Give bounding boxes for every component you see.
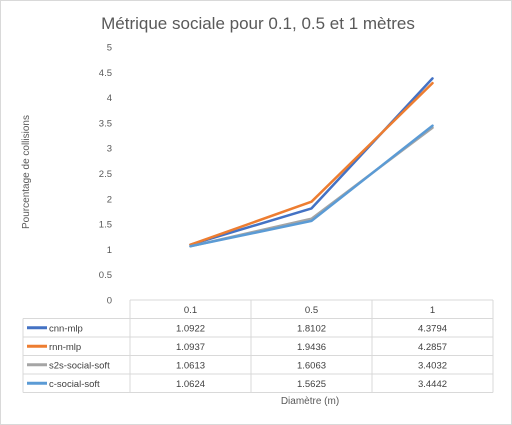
y-tick-label: 2.5 [99,169,112,180]
table-cell: 1.0937 [176,342,205,353]
legend-label: c-social-soft [49,379,100,390]
x-category-label: 1 [430,305,435,316]
table-cell: 1.0613 [176,360,205,371]
table-cell: 1.9436 [297,342,326,353]
y-axis-label: Pourcentage de collisions [21,115,32,229]
y-tick-label: 1 [107,245,112,256]
series-line-rnn-mlp [189,81,434,246]
series-line-s2s-social-soft [189,126,434,248]
y-tick-label: 0 [107,296,112,307]
table-cell: 1.0624 [176,379,205,390]
series-lines [189,77,434,248]
y-tick-label: 2 [107,194,112,205]
table-cell: 1.6063 [297,360,326,371]
table-cell: 1.5625 [297,379,326,390]
table-cell: 4.2857 [418,342,447,353]
legend-label: s2s-social-soft [49,360,110,371]
chart-title: Métrique sociale pour 0.1, 0.5 et 1 mètr… [101,14,415,33]
x-category-label: 0.1 [184,305,197,316]
x-category-label: 0.5 [305,305,318,316]
y-tick-label: 1.5 [99,220,112,231]
y-tick-label: 3 [107,144,112,155]
y-tick-label: 3.5 [99,118,112,129]
y-tick-label: 4.5 [99,68,112,79]
table-cell: 1.0922 [176,323,205,334]
table-cell: 1.8102 [297,323,326,334]
table-cell: 3.4442 [418,379,447,390]
table-cell: 3.4032 [418,360,447,371]
y-tick-label: 5 [107,43,112,54]
x-axis-label: Diamètre (m) [281,396,339,407]
legend-label: cnn-mlp [49,323,83,334]
data-table: 0.1 0.5 1 cnn-mlp 1.0922 1.8102 4.3794 rnn-mlp 1… [22,299,494,393]
table-cell: 4.3794 [418,323,447,334]
series-line-c-social-soft [189,124,434,248]
y-tick-label: 4 [107,93,112,104]
y-tick-label: 0.5 [99,270,112,281]
y-axis-ticks: 0 0.5 1 1.5 2 2.5 3 3.5 4 4.5 5 [99,43,112,307]
legend-label: rnn-mlp [49,342,81,353]
